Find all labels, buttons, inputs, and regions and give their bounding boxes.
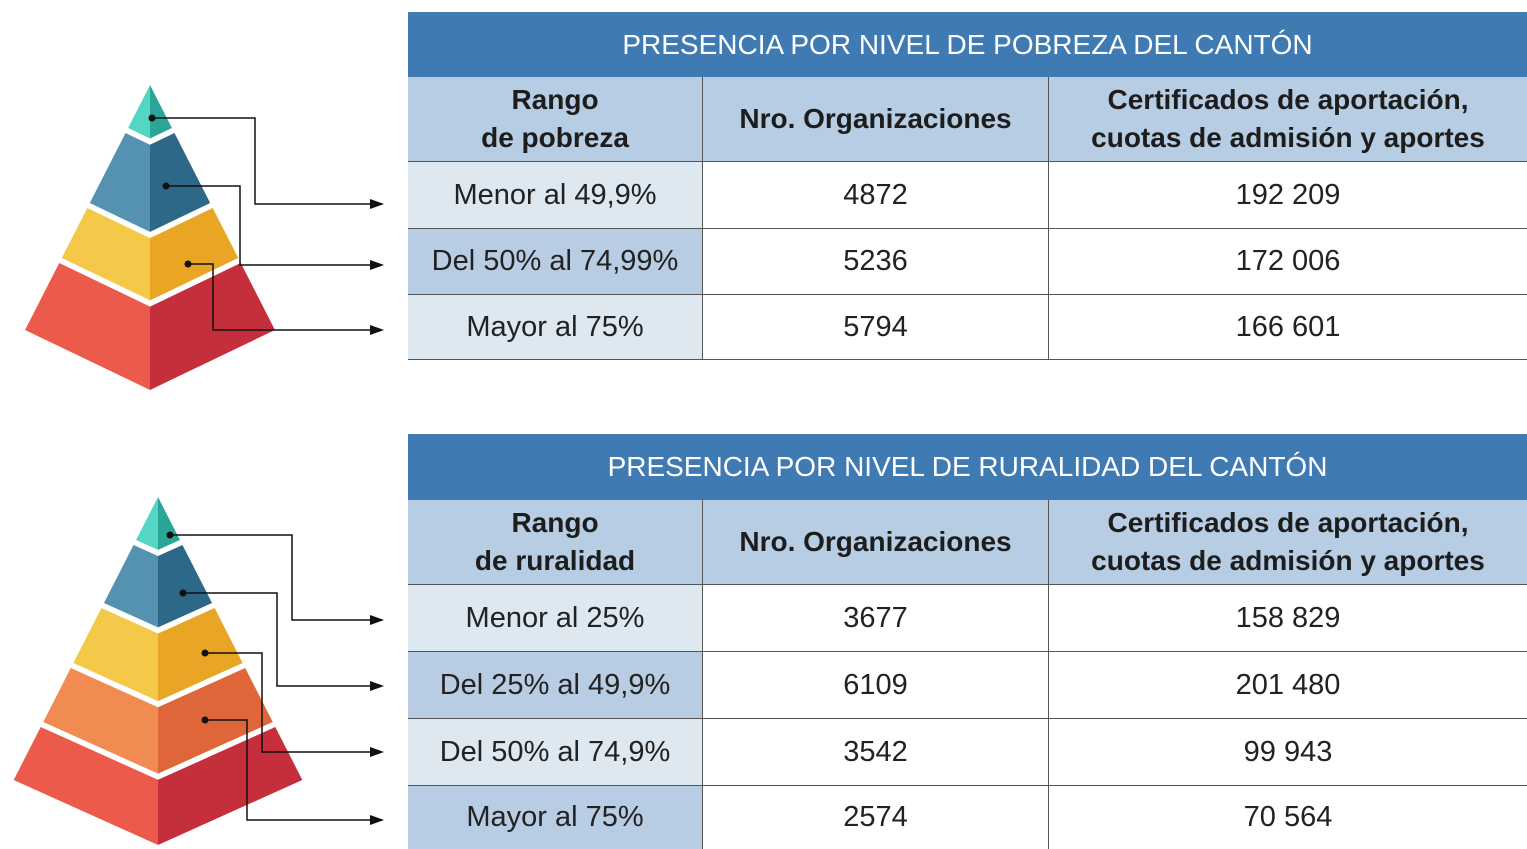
data-cell: 99 943 (1048, 718, 1527, 785)
data-cell: 2574 (702, 785, 1048, 849)
data-cell: 6109 (702, 651, 1048, 718)
cell-text: Del 25% al 49,9% (440, 669, 671, 702)
row-label: Del 50% al 74,99% (408, 228, 702, 294)
data-cell: 172 006 (1048, 228, 1527, 294)
cell-text: 6109 (843, 669, 908, 702)
cell-text: Certificados de aportación, (1108, 81, 1469, 119)
cell-text: 99 943 (1244, 736, 1333, 769)
row-label: Menor al 49,9% (408, 161, 702, 228)
cell-text: Rango (511, 504, 598, 542)
pyramid-illustrations (0, 0, 408, 849)
arrow-head (370, 815, 384, 825)
cell-text: de ruralidad (475, 542, 635, 580)
cell-text: cuotas de admisión y aportes (1091, 119, 1485, 157)
cell-text: 192 209 (1236, 179, 1341, 212)
cell-text: PRESENCIA POR NIVEL DE POBREZA DEL CANTÓ… (622, 29, 1312, 61)
data-cell: 3677 (702, 584, 1048, 651)
row-label: Menor al 25% (408, 584, 702, 651)
pyramid-face (150, 85, 172, 139)
page: PRESENCIA POR NIVEL DE POBREZA DEL CANTÓ… (0, 0, 1527, 849)
cell-text: 158 829 (1236, 602, 1341, 635)
cell-text: 4872 (843, 179, 908, 212)
data-cell: 3542 (702, 718, 1048, 785)
arrow-head (370, 681, 384, 691)
cell-text: 5236 (843, 245, 908, 278)
pyramid-face (128, 85, 150, 139)
column-header: Certificados de aportación,cuotas de adm… (1048, 500, 1527, 584)
data-cell: 192 209 (1048, 161, 1527, 228)
cell-text: Del 50% al 74,9% (440, 736, 671, 769)
pyramid-face (158, 497, 180, 550)
arrow-head (370, 615, 384, 625)
arrow-head (370, 325, 384, 335)
cell-text: Nro. Organizaciones (739, 100, 1011, 138)
arrow-head (370, 199, 384, 209)
data-cell: 158 829 (1048, 584, 1527, 651)
cell-text: Del 50% al 74,99% (432, 245, 679, 278)
cell-text: 3677 (843, 602, 908, 635)
row-label: Del 25% al 49,9% (408, 651, 702, 718)
data-cell: 166 601 (1048, 294, 1527, 360)
cell-text: Rango (511, 81, 598, 119)
data-cell: 70 564 (1048, 785, 1527, 849)
cell-text: 166 601 (1236, 311, 1341, 344)
column-header: Nro. Organizaciones (702, 500, 1048, 584)
cell-text: 70 564 (1244, 801, 1333, 834)
cell-text: Nro. Organizaciones (739, 523, 1011, 561)
cell-text: cuotas de admisión y aportes (1091, 542, 1485, 580)
column-header: Certificados de aportación,cuotas de adm… (1048, 77, 1527, 161)
pyramid-face (136, 497, 158, 550)
cell-text: de pobreza (481, 119, 629, 157)
table-title: PRESENCIA POR NIVEL DE POBREZA DEL CANTÓ… (408, 12, 1527, 77)
row-label: Mayor al 75% (408, 294, 702, 360)
data-cell: 201 480 (1048, 651, 1527, 718)
arrow-head (370, 747, 384, 757)
cell-text: 5794 (843, 311, 908, 344)
data-cell: 4872 (702, 161, 1048, 228)
cell-text: Mayor al 75% (466, 311, 643, 344)
cell-text: Mayor al 75% (466, 801, 643, 834)
cell-text: 201 480 (1236, 669, 1341, 702)
cell-text: 2574 (843, 801, 908, 834)
cell-text: PRESENCIA POR NIVEL DE RURALIDAD DEL CAN… (608, 451, 1328, 483)
data-cell: 5794 (702, 294, 1048, 360)
row-label: Mayor al 75% (408, 785, 702, 849)
cell-text: Menor al 25% (466, 602, 645, 635)
cell-text: 172 006 (1236, 245, 1341, 278)
table-title: PRESENCIA POR NIVEL DE RURALIDAD DEL CAN… (408, 434, 1527, 500)
data-cell: 5236 (702, 228, 1048, 294)
cell-text: 3542 (843, 736, 908, 769)
cell-text: Menor al 49,9% (453, 179, 656, 212)
column-header: Nro. Organizaciones (702, 77, 1048, 161)
arrow-head (370, 260, 384, 270)
row-label: Del 50% al 74,9% (408, 718, 702, 785)
cell-text: Certificados de aportación, (1108, 504, 1469, 542)
